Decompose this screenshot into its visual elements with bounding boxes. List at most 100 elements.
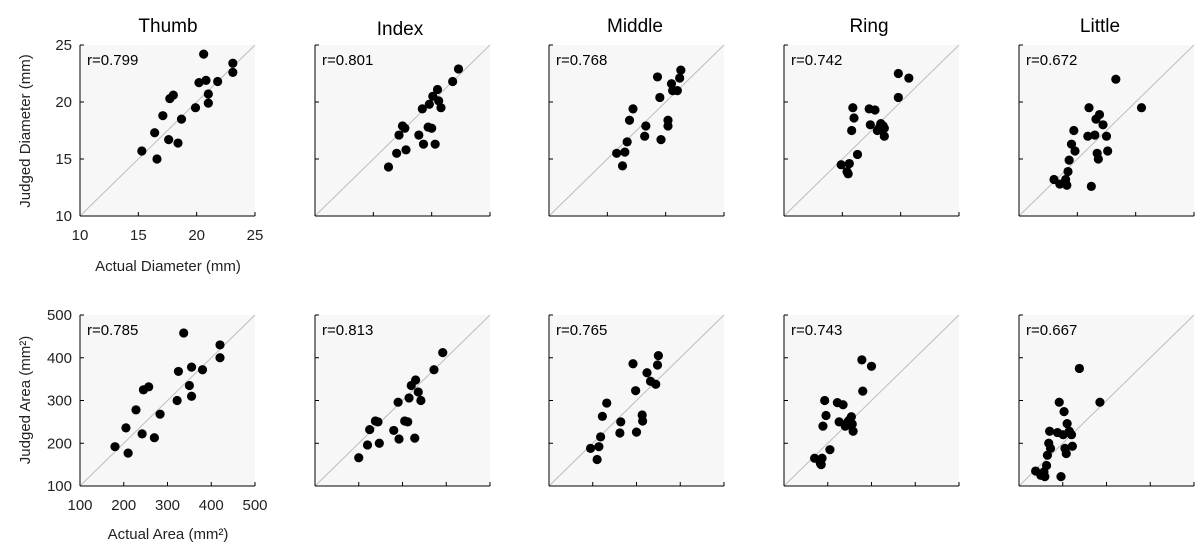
data-point xyxy=(1064,155,1074,165)
data-point xyxy=(418,139,429,149)
data-point xyxy=(131,405,141,415)
data-point xyxy=(642,368,652,378)
panel-title-middle: Middle xyxy=(607,16,663,37)
data-point xyxy=(1086,181,1096,191)
data-point xyxy=(597,411,607,421)
data-point xyxy=(194,78,204,88)
data-point xyxy=(1056,471,1066,482)
data-point xyxy=(400,123,410,133)
data-point xyxy=(846,412,856,422)
data-point xyxy=(858,386,868,396)
y-tick-label: 300 xyxy=(47,393,72,410)
data-point xyxy=(1136,103,1147,113)
data-point xyxy=(844,158,854,169)
x-tick-label: 500 xyxy=(242,497,267,514)
data-point xyxy=(1066,430,1077,440)
data-point xyxy=(1093,154,1103,164)
y-tick-label: 20 xyxy=(55,94,72,111)
data-point xyxy=(1084,103,1094,113)
scatter-panel-7: r=0.765 xyxy=(548,314,725,487)
data-point xyxy=(653,351,663,361)
data-point xyxy=(199,49,209,59)
data-point xyxy=(427,123,437,133)
data-point xyxy=(615,428,625,438)
data-point xyxy=(436,103,446,113)
data-point xyxy=(1111,74,1121,84)
data-point xyxy=(592,454,602,465)
data-point xyxy=(904,73,914,83)
data-point xyxy=(155,409,165,419)
data-point xyxy=(1054,397,1064,407)
data-point xyxy=(394,130,404,140)
data-point xyxy=(416,395,426,406)
identity-line xyxy=(79,314,256,487)
data-point xyxy=(1101,131,1112,141)
data-point xyxy=(847,419,857,429)
correlation-label: r=0.743 xyxy=(791,322,842,339)
data-point xyxy=(893,92,903,103)
data-point xyxy=(1045,443,1056,453)
correlation-label: r=0.765 xyxy=(556,322,607,339)
data-point xyxy=(158,111,168,121)
data-point xyxy=(228,58,238,68)
data-point xyxy=(394,434,404,444)
x-axis-label-diameter: Actual Diameter (mm) xyxy=(95,258,241,275)
data-point xyxy=(392,148,402,158)
correlation-label: r=0.785 xyxy=(87,322,138,339)
data-point xyxy=(203,89,213,99)
scatter-panel-2: r=0.768 xyxy=(548,44,725,217)
data-point xyxy=(651,379,661,389)
identity-line xyxy=(1018,44,1195,217)
data-point xyxy=(640,131,650,141)
x-tick-label: 300 xyxy=(155,497,180,514)
y-axis-label-area: Judged Area (mm²) xyxy=(17,336,34,464)
data-point xyxy=(620,147,630,157)
correlation-label: r=0.813 xyxy=(322,322,373,339)
data-point xyxy=(848,426,858,436)
data-point xyxy=(825,445,835,455)
panel-title-index: Index xyxy=(377,19,424,40)
data-point xyxy=(173,138,183,148)
data-point xyxy=(389,425,399,436)
data-point xyxy=(866,361,877,371)
data-point xyxy=(1083,131,1093,141)
identity-line xyxy=(548,314,725,487)
data-point xyxy=(893,68,903,79)
data-point xyxy=(675,73,685,83)
data-point xyxy=(616,417,626,427)
correlation-label: r=0.801 xyxy=(322,52,373,69)
data-point xyxy=(1069,125,1079,136)
data-point xyxy=(602,398,612,408)
data-point xyxy=(622,137,632,147)
data-point xyxy=(624,115,635,125)
data-point xyxy=(137,146,147,156)
x-tick-label: 20 xyxy=(188,227,205,244)
data-point xyxy=(213,76,223,87)
data-point xyxy=(879,131,889,141)
data-point xyxy=(879,123,889,133)
data-point xyxy=(817,453,827,463)
data-point xyxy=(585,443,596,453)
data-point xyxy=(228,67,238,77)
data-point xyxy=(172,395,182,406)
correlation-label: r=0.768 xyxy=(556,52,607,69)
data-point xyxy=(404,393,414,403)
data-point xyxy=(672,86,682,96)
data-point xyxy=(857,355,867,365)
panel-title-ring: Ring xyxy=(849,16,888,37)
y-tick-label: 200 xyxy=(47,435,72,452)
x-tick-label: 100 xyxy=(67,497,92,514)
data-point xyxy=(383,162,394,172)
data-point xyxy=(1070,146,1080,156)
data-point xyxy=(652,360,663,370)
data-point xyxy=(1103,146,1113,156)
data-point xyxy=(1042,450,1053,460)
data-point xyxy=(663,115,673,125)
data-point xyxy=(197,365,208,375)
data-point xyxy=(655,92,665,103)
x-tick-label: 200 xyxy=(111,497,136,514)
y-tick-label: 15 xyxy=(55,151,72,168)
data-point xyxy=(453,64,464,74)
correlation-label: r=0.742 xyxy=(791,52,842,69)
